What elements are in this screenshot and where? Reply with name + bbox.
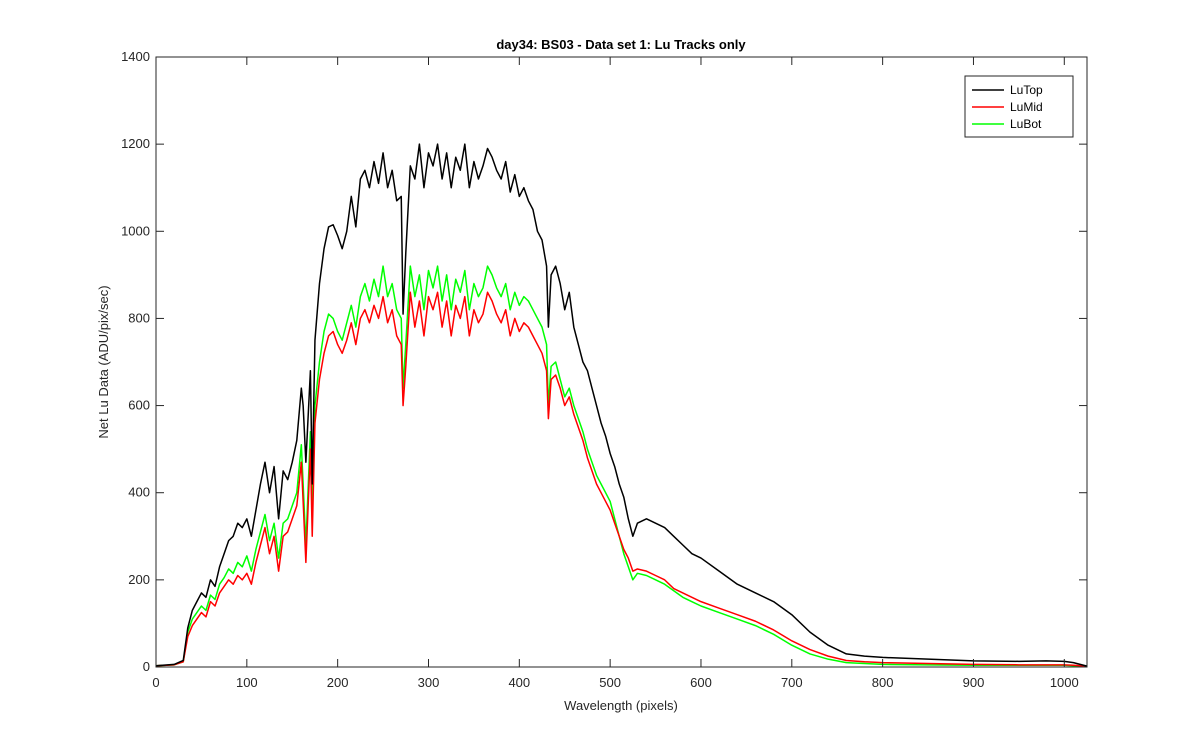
- x-tick-label: 0: [152, 675, 159, 690]
- y-tick-label: 400: [128, 485, 150, 500]
- legend: LuTop LuMid LuBot: [964, 75, 1074, 138]
- legend-label-lumid: LuMid: [1010, 100, 1043, 114]
- y-tick-label: 1400: [121, 49, 150, 64]
- x-tick-label: 300: [418, 675, 440, 690]
- y-tick-label: 1000: [121, 223, 150, 238]
- x-axis: 0 100 200 300 400 500 600 700 800 900 1000: [152, 57, 1079, 690]
- legend-label-lubot: LuBot: [1010, 117, 1042, 131]
- x-tick-label: 200: [327, 675, 349, 690]
- y-tick-label: 600: [128, 398, 150, 413]
- y-tick-label: 800: [128, 310, 150, 325]
- series-line-lutop: [155, 143, 1088, 667]
- y-tick-label: 1200: [121, 136, 150, 151]
- legend-label-lutop: LuTop: [1010, 83, 1043, 97]
- x-axis-title: Wavelength (pixels): [564, 698, 678, 713]
- y-axis: 0 200 400 600 800 1000 1200 1400: [121, 49, 1087, 674]
- chart-title: day34: BS03 - Data set 1: Lu Tracks only: [496, 37, 746, 52]
- x-tick-label: 1000: [1050, 675, 1079, 690]
- x-tick-label: 100: [236, 675, 258, 690]
- x-tick-label: 900: [963, 675, 985, 690]
- plot-area: [156, 57, 1087, 667]
- x-tick-label: 800: [872, 675, 894, 690]
- x-tick-label: 700: [781, 675, 803, 690]
- series-line-lubot: [155, 265, 1088, 667]
- y-axis-title: Net Lu Data (ADU/pix/sec): [96, 285, 111, 438]
- x-tick-label: 600: [690, 675, 712, 690]
- y-tick-label: 200: [128, 572, 150, 587]
- series-layer: [155, 143, 1088, 667]
- x-tick-label: 500: [599, 675, 621, 690]
- series-line-lumid: [155, 291, 1088, 667]
- plot-frame: [155, 56, 1088, 668]
- y-tick-label: 0: [143, 659, 150, 674]
- x-tick-label: 400: [508, 675, 530, 690]
